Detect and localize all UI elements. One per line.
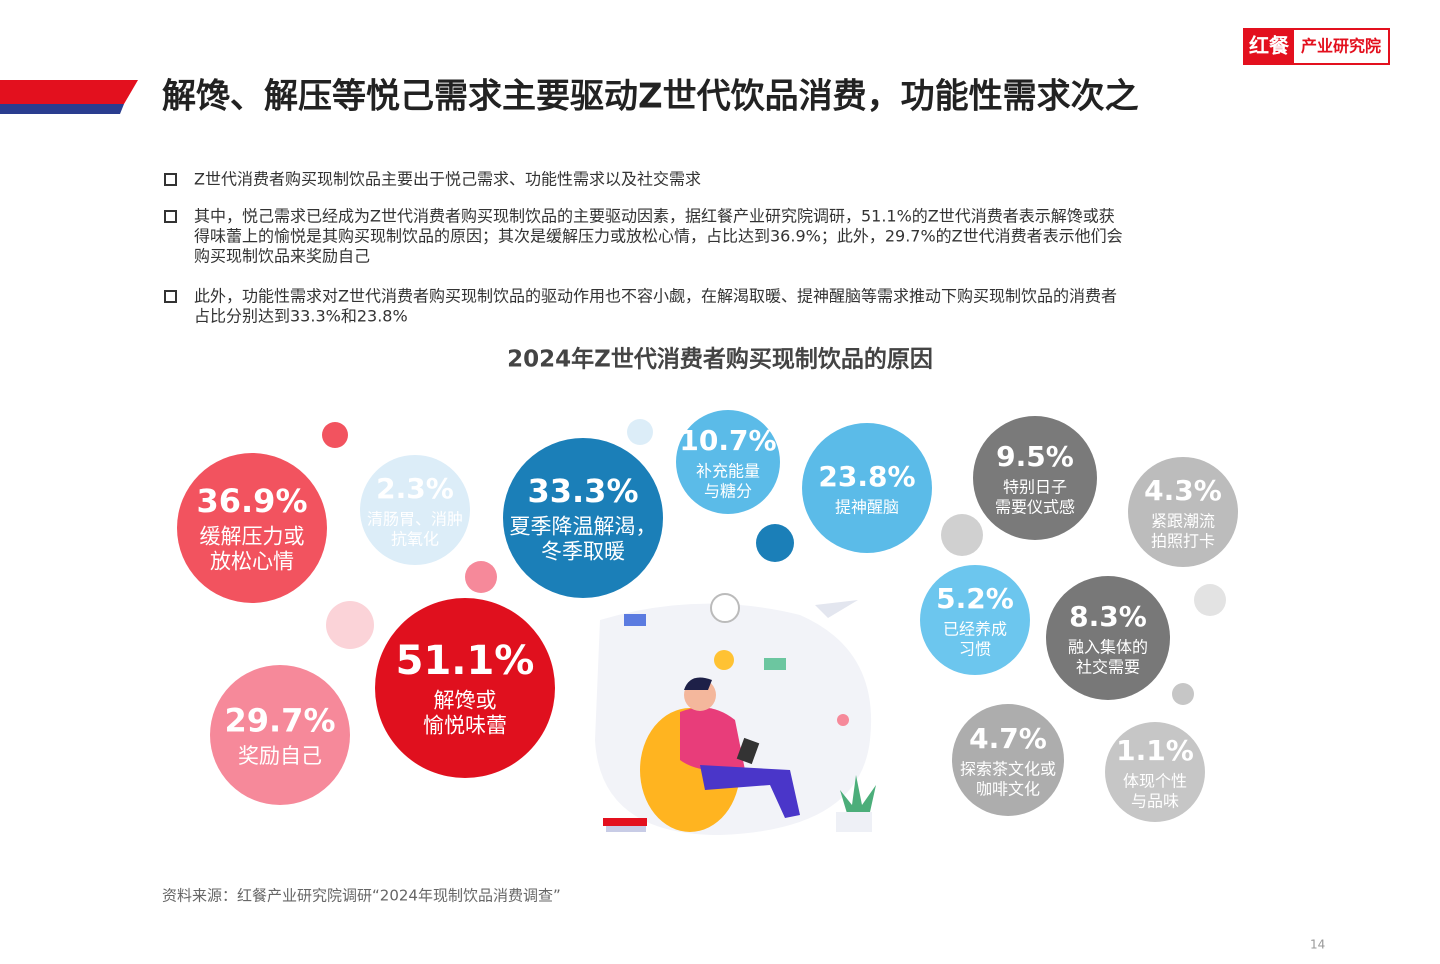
bubble-label: 解馋或 <box>434 689 497 713</box>
value-label: 36.9% <box>196 482 307 520</box>
illustration <box>595 593 876 835</box>
bubble <box>375 598 555 778</box>
bullet-line: 其中，悦己需求已经成为Z世代消费者购买现制饮品的主要驱动因素，据红餐产业研究院调… <box>194 207 1115 226</box>
value-label: 29.7% <box>224 702 335 740</box>
bubble-label: 拍照打卡 <box>1151 532 1215 551</box>
value-label: 23.8% <box>818 460 915 493</box>
bullet-line: Z世代消费者购买现制饮品主要出于悦己需求、功能性需求以及社交需求 <box>194 170 701 189</box>
value-label: 33.3% <box>527 472 638 510</box>
bubble-label: 习惯 <box>959 640 991 659</box>
value-label: 51.1% <box>396 638 535 684</box>
bubble <box>802 423 932 553</box>
bubble <box>177 453 327 603</box>
bubble-label: 抗氧化 <box>391 530 439 549</box>
bubble-label: 紧跟潮流 <box>1151 512 1215 531</box>
bubble-label: 特别日子 <box>1003 478 1067 497</box>
bullet-box <box>164 173 177 186</box>
bubble-label: 缓解压力或 <box>200 525 305 549</box>
bubble-label: 奖励自己 <box>238 744 322 768</box>
bullet-line: 此外，功能性需求对Z世代消费者购买现制饮品的驱动作用也不容小觑，在解渴取暖、提神… <box>194 287 1117 306</box>
page-number: 14 <box>1310 938 1325 952</box>
logo-main: 红餐 <box>1249 34 1290 58</box>
logo-block <box>1244 29 1294 64</box>
bubble-label: 需要仪式感 <box>995 498 1075 517</box>
bubble-label: 探索茶文化或 <box>960 760 1056 779</box>
bubble-label: 已经养成 <box>943 620 1007 639</box>
header-bar-blue <box>0 104 124 114</box>
bubble-label: 社交需要 <box>1076 658 1140 677</box>
chart-title: 2024年Z世代消费者购买现制饮品的原因 <box>507 346 933 373</box>
bullet-line: 占比分别达到33.3%和23.8% <box>194 307 408 326</box>
bubble-label: 咖啡文化 <box>976 780 1040 799</box>
value-label: 8.3% <box>1069 600 1147 633</box>
bubble-label: 与糖分 <box>704 482 752 501</box>
bubble <box>1105 722 1205 822</box>
bullet-box <box>164 210 177 223</box>
bubble <box>1046 576 1170 700</box>
bubble-label: 补充能量 <box>696 462 760 481</box>
bullet-box <box>164 290 177 303</box>
bubble <box>210 665 350 805</box>
bubble <box>1128 457 1238 567</box>
value-label: 4.3% <box>1144 474 1222 507</box>
decor-dots <box>322 419 1226 705</box>
value-label: 5.2% <box>936 582 1014 615</box>
bubble-label: 与品味 <box>1131 792 1179 811</box>
bubble-label: 提神醒脑 <box>835 498 899 517</box>
bubble-label: 夏季降温解渴， <box>510 515 657 539</box>
bullet-line: 购买现制饮品来奖励自己 <box>194 247 370 266</box>
value-label: 1.1% <box>1116 734 1194 767</box>
bubble <box>676 410 780 514</box>
bubble <box>920 565 1030 675</box>
bubble <box>360 455 470 565</box>
bubble-label: 融入集体的 <box>1068 638 1148 657</box>
value-label: 2.3% <box>376 472 454 505</box>
bubble-label: 放松心情 <box>210 550 294 574</box>
value-label: 10.7% <box>679 424 776 457</box>
value-label: 9.5% <box>996 440 1074 473</box>
bubble <box>973 416 1097 540</box>
bullet-line: 得味蕾上的愉悦是其购买现制饮品的原因；其次是缓解压力或放松心情，占比达到36.9… <box>194 227 1123 246</box>
bubble-label: 愉悦味蕾 <box>423 714 507 738</box>
bubble-label: 冬季取暖 <box>541 540 625 564</box>
slide-title: 解馋、解压等悦己需求主要驱动Z世代饮品消费，功能性需求次之 <box>162 77 1139 117</box>
bubble <box>952 704 1064 816</box>
bubble-label: 体现个性 <box>1123 772 1187 791</box>
value-label: 4.7% <box>969 722 1047 755</box>
bubble <box>503 438 663 598</box>
source: 资料来源：红餐产业研究院调研“2024年现制饮品消费调查” <box>162 887 561 905</box>
logo-sub: 产业研究院 <box>1301 37 1381 56</box>
header-bar-red <box>0 80 138 104</box>
bubble-label: 清肠胃、消肿 <box>367 510 463 529</box>
bullets: Z世代消费者购买现制饮品主要出于悦己需求、功能性需求以及社交需求其中，悦己需求已… <box>164 170 1123 326</box>
